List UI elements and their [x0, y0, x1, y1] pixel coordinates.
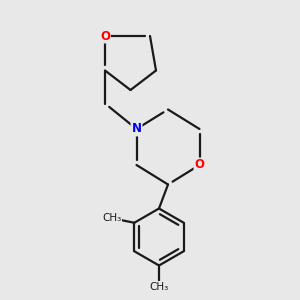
- Text: CH₃: CH₃: [149, 281, 169, 292]
- Text: CH₃: CH₃: [102, 213, 122, 223]
- Text: O: O: [194, 158, 205, 172]
- Text: O: O: [100, 29, 110, 43]
- Text: N: N: [131, 122, 142, 136]
